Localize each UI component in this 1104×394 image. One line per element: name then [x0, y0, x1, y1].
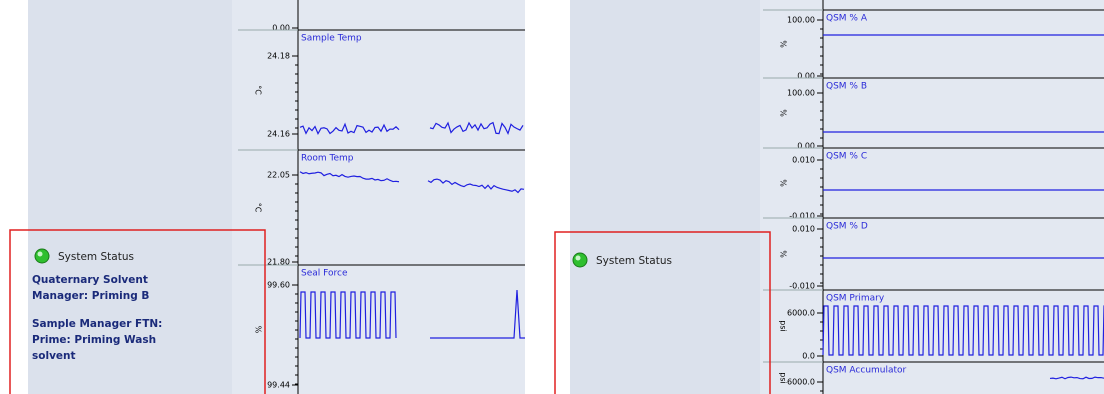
tick-label: -0.010	[789, 282, 815, 291]
led-glint	[37, 251, 43, 257]
unit-label: psi	[779, 320, 788, 331]
tick-label: 0.0	[802, 352, 815, 361]
plot-title: Seal Force	[301, 269, 348, 279]
status-title: System Status	[596, 255, 672, 267]
tick-label: -0.010	[789, 212, 815, 221]
status-message: Prime: Priming Wash	[32, 334, 156, 346]
status-led	[572, 252, 588, 268]
plot-title: QSM % B	[826, 82, 867, 92]
highlight-box	[554, 231, 771, 394]
trace	[299, 171, 400, 183]
left-sidebar	[28, 0, 232, 394]
tick-label: 6000.0	[787, 378, 815, 387]
tick-label: 0.010	[792, 156, 815, 165]
tick-label: 24.16	[267, 130, 290, 139]
tick-label: 0.00	[797, 72, 815, 81]
status-title: System Status	[58, 251, 134, 263]
plot-title: QSM Accumulator	[826, 366, 907, 376]
unit-label: %	[779, 109, 788, 117]
unit-label: psi	[779, 372, 788, 383]
trace	[427, 178, 525, 194]
plot-title: Sample Temp	[301, 34, 362, 44]
plot-title: QSM % A	[826, 14, 868, 24]
unit-label: %	[779, 179, 788, 187]
unit-label: °C	[254, 85, 263, 95]
trace	[299, 291, 397, 339]
status-message: Sample Manager FTN:	[32, 318, 162, 330]
status-message: solvent	[32, 350, 76, 362]
tick-label: 100.00	[787, 16, 815, 25]
trace	[1049, 376, 1104, 380]
status-led	[34, 248, 50, 264]
trace	[429, 121, 524, 136]
unit-label: %	[779, 40, 788, 48]
tick-label: 0.010	[792, 225, 815, 234]
plot-title: QSM % C	[826, 152, 867, 162]
plot-title: QSM Primary	[826, 294, 885, 304]
status-message: Manager: Priming B	[32, 290, 149, 302]
unit-label: %	[254, 326, 263, 334]
highlight-box	[9, 229, 266, 394]
tick-label: 6000.0	[787, 309, 815, 318]
status-message: Quaternary Solvent	[32, 274, 148, 286]
unit-label: %	[779, 250, 788, 258]
tick-label: 99.60	[267, 281, 290, 290]
tick-label: 0.00	[797, 142, 815, 151]
trace	[822, 305, 1104, 356]
tick-label: 24.18	[267, 52, 290, 61]
trace	[299, 122, 400, 135]
trace	[430, 289, 525, 339]
tick-label: 99.44	[267, 381, 290, 390]
led-glint	[575, 255, 581, 261]
unit-label: °C	[254, 203, 263, 213]
tick-label: 22.05	[267, 171, 290, 180]
right-plot-area	[760, 0, 1104, 394]
plot-title: Room Temp	[301, 154, 354, 164]
tick-label: 0.00	[272, 24, 290, 33]
tick-label: 21.80	[267, 258, 290, 267]
left-plot-area	[232, 0, 525, 394]
tick-label: 100.00	[787, 89, 815, 98]
right-sidebar	[570, 0, 760, 394]
plot-title: QSM % D	[826, 222, 868, 232]
